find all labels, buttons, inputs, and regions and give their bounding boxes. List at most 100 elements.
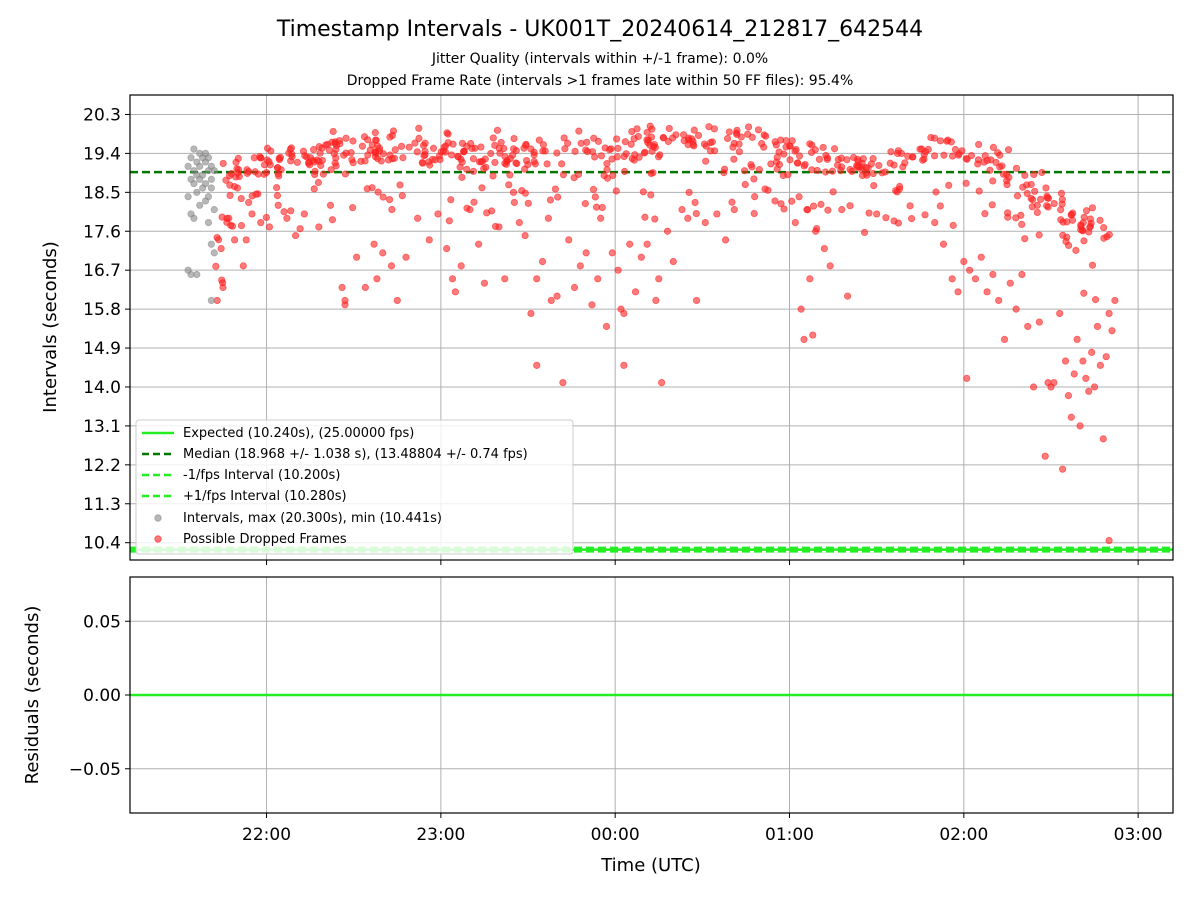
dropped-frame-point: [399, 154, 407, 162]
dropped-frame-point: [515, 219, 523, 227]
dropped-frame-point: [1105, 536, 1113, 545]
dropped-frame-point: [564, 139, 572, 147]
residuals-y-tick-label: −0.05: [69, 760, 121, 780]
dropped-frame-point: [777, 200, 785, 208]
dropped-frame-point: [960, 257, 968, 266]
interval-point: [210, 249, 218, 257]
dropped-frame-point: [508, 151, 517, 159]
dropped-frame-point: [1062, 237, 1070, 246]
dropped-frame-point: [387, 262, 396, 270]
dropped-frame-point: [1044, 194, 1053, 202]
dropped-frame-point: [1079, 357, 1087, 365]
dropped-frame-point: [680, 131, 688, 139]
dropped-frame-point: [386, 133, 394, 141]
dropped-frame-point: [989, 143, 998, 151]
dropped-frame-point: [495, 144, 503, 152]
dropped-frame-point: [527, 309, 535, 318]
dropped-frame-point: [480, 164, 488, 173]
dropped-frame-point: [413, 148, 421, 156]
dropped-frame-point: [620, 309, 628, 318]
dropped-frame-point: [947, 138, 955, 146]
interval-point: [207, 184, 215, 192]
dropped-frame-point: [325, 146, 333, 154]
dropped-frame-point: [899, 163, 907, 171]
dropped-frame-point: [215, 236, 223, 244]
dropped-frame-point: [379, 249, 387, 257]
dropped-frame-point: [627, 140, 635, 148]
dropped-frame-point: [809, 331, 817, 339]
dropped-frame-point: [559, 379, 567, 387]
interval-point: [201, 180, 210, 188]
dropped-frame-point: [669, 257, 677, 266]
dropped-frame-point: [447, 196, 455, 204]
dropped-frame-point: [341, 301, 349, 309]
dropped-frame-point: [808, 141, 816, 149]
dropped-frame-point: [981, 210, 989, 218]
dropped-frame-point: [597, 214, 605, 222]
dropped-frame-point: [846, 202, 854, 210]
dropped-frame-point: [750, 175, 758, 183]
dropped-frame-point: [894, 219, 903, 227]
dropped-frame-point: [1057, 189, 1066, 197]
dropped-frame-point: [641, 213, 649, 221]
dropped-frame-point: [493, 126, 502, 134]
dropped-frame-point: [936, 202, 944, 210]
dropped-frame-point: [570, 283, 579, 292]
dropped-frame-point: [360, 133, 369, 141]
dropped-frame-point: [751, 193, 759, 201]
intervals-scatter: [184, 122, 1119, 545]
dropped-frame-point: [597, 152, 606, 160]
residuals-y-tick-label: 0.00: [83, 686, 121, 706]
dropped-frame-point: [608, 249, 616, 257]
dropped-frame-point: [543, 160, 551, 168]
dropped-frame-point: [730, 155, 738, 163]
intervals-y-tick-label: 18.5: [83, 183, 121, 203]
dropped-frame-point: [803, 206, 811, 214]
interval-point: [184, 193, 192, 201]
dropped-frame-point: [553, 292, 561, 300]
dropped-frame-point: [837, 166, 845, 175]
dropped-frame-point: [609, 171, 617, 180]
dropped-frame-point: [230, 236, 239, 244]
dropped-frame-point: [448, 275, 457, 283]
intervals-x-ticks: [266, 560, 1139, 565]
dropped-frame-point: [713, 210, 721, 218]
dropped-frame-point: [924, 145, 932, 153]
dropped-frame-point: [860, 228, 869, 237]
dropped-frame-point: [377, 157, 385, 165]
dropped-frame-point: [612, 187, 620, 195]
dropped-frame-point: [592, 203, 601, 211]
dropped-frame-point: [293, 158, 301, 166]
dropped-frame-point: [248, 210, 256, 218]
dropped-frame-point: [706, 147, 715, 155]
dropped-frame-point: [651, 143, 659, 152]
dropped-frame-point: [349, 159, 357, 167]
dropped-frame-point: [328, 216, 337, 224]
dropped-frame-point: [300, 210, 308, 218]
dropped-frame-point: [628, 127, 636, 136]
dropped-frame-point: [502, 160, 510, 168]
dropped-frame-point: [1012, 305, 1020, 313]
dropped-frame-point: [457, 262, 465, 270]
dropped-frame-point: [421, 151, 429, 159]
dropped-frame-point: [788, 197, 796, 205]
dropped-frame-point: [1059, 218, 1067, 226]
dropped-frame-point: [451, 288, 459, 296]
dropped-frame-point: [489, 134, 497, 142]
dropped-frame-point: [949, 221, 957, 229]
dropped-frame-point: [1102, 353, 1110, 361]
dropped-frame-point: [306, 154, 315, 162]
residuals-x-ticks: 22:00 23:00 00:00 01:00 02:00 03:00: [242, 813, 1163, 845]
x-axis-label: Time (UTC): [600, 855, 701, 876]
dropped-frame-point: [954, 288, 962, 296]
dropped-frame-point: [390, 154, 398, 162]
dropped-frame-point: [1100, 234, 1108, 242]
dropped-frame-point: [1086, 223, 1094, 231]
dropped-frame-point: [1018, 220, 1026, 229]
dropped-frame-point: [823, 154, 831, 162]
dropped-frame-point: [647, 191, 655, 199]
dropped-frame-point: [521, 165, 529, 173]
dropped-frame-point: [1080, 213, 1088, 221]
dropped-frame-point: [353, 253, 361, 261]
dropped-frame-point: [1088, 204, 1097, 212]
